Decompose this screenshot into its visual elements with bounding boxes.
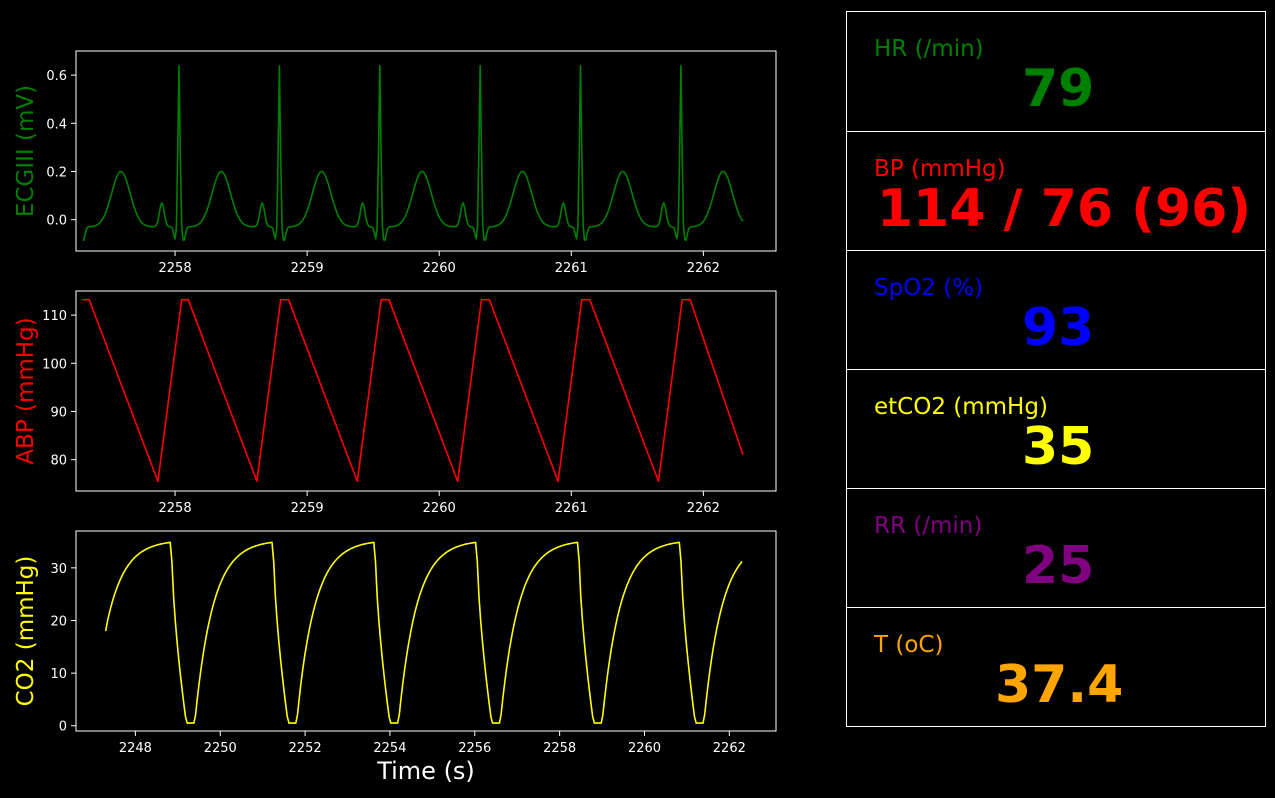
x-tick-label: 2256 (458, 741, 491, 756)
series-line (82, 298, 744, 483)
vital-value: 37.4 (995, 655, 1124, 715)
y-tick-label: 30 (50, 562, 67, 577)
series-line (82, 64, 744, 241)
x-tick-label: 2262 (687, 261, 720, 276)
vital-value: 93 (1022, 298, 1095, 358)
plot-frame (75, 530, 777, 732)
y-tick-label: 0.2 (46, 165, 67, 180)
x-tick-label: 2262 (687, 501, 720, 516)
waveform-svg: 2258 2259 2260 2261 2262 0.0 0.2 0.4 0.6 ECGIII (… (13, 50, 777, 785)
x-tick-label: 2262 (713, 741, 746, 756)
x-tick-label: 2261 (555, 261, 588, 276)
x-tick-label: 2258 (159, 501, 192, 516)
y-tick-label: 20 (50, 614, 67, 629)
vital-value: 114 / 76 (96) (877, 179, 1252, 239)
y-tick-label: 10 (50, 667, 67, 682)
y-tick-label: 0.6 (46, 69, 67, 84)
y-axis-label: ECGIII (mV) (13, 85, 39, 217)
x-tick-label: 2258 (159, 261, 192, 276)
x-tick-label: 2260 (423, 501, 456, 516)
y-tick-label: 80 (50, 454, 67, 469)
vital-box-1: BP (mmHg) 114 / 76 (96) (846, 131, 1266, 251)
waveform-charts: 2258 2259 2260 2261 2262 0.0 0.2 0.4 0.6 ECGIII (… (13, 50, 777, 785)
y-tick-label: 0 (59, 720, 67, 735)
vital-box-4: RR (/min) 25 (846, 488, 1266, 608)
x-axis-label: Time (s) (376, 757, 475, 785)
vital-label: SpO2 (%) (874, 275, 984, 301)
vital-box-2: SpO2 (%) 93 (846, 250, 1266, 370)
series-line (104, 541, 743, 724)
vital-label: etCO2 (mmHg) (874, 394, 1048, 420)
y-tick-label: 100 (42, 357, 67, 372)
x-tick-label: 2252 (289, 741, 322, 756)
x-tick-label: 2261 (555, 501, 588, 516)
plot-frame (75, 50, 777, 252)
plot-frame (75, 290, 777, 492)
x-tick-label: 2260 (628, 741, 661, 756)
y-tick-label: 110 (42, 309, 67, 324)
vital-label: RR (/min) (874, 513, 983, 539)
vital-label: T (oC) (874, 632, 944, 658)
vital-value: 25 (1022, 536, 1095, 596)
vital-label: HR (/min) (874, 36, 984, 62)
vitals-panel: HR (/min) 79 BP (mmHg) 114 / 76 (96) SpO2 (%… (846, 11, 1266, 727)
vital-label: BP (mmHg) (874, 156, 1006, 182)
vital-box-3: etCO2 (mmHg) 35 (846, 369, 1266, 489)
y-tick-label: 0.0 (46, 214, 67, 229)
x-tick-label: 2258 (543, 741, 576, 756)
vital-value: 35 (1022, 417, 1095, 477)
x-tick-label: 2259 (291, 261, 324, 276)
y-tick-label: 0.4 (46, 117, 67, 132)
x-tick-label: 2260 (423, 261, 456, 276)
y-axis-label: CO2 (mmHg) (13, 556, 39, 707)
y-tick-label: 90 (50, 405, 67, 420)
vital-box-5: T (oC) 37.4 (846, 607, 1266, 727)
x-tick-label: 2259 (291, 501, 324, 516)
x-tick-label: 2250 (204, 741, 237, 756)
x-tick-label: 2254 (373, 741, 406, 756)
vital-value: 79 (1022, 59, 1095, 119)
x-tick-label: 2248 (119, 741, 152, 756)
y-axis-label: ABP (mmHg) (13, 317, 39, 464)
vital-box-0: HR (/min) 79 (846, 11, 1266, 132)
